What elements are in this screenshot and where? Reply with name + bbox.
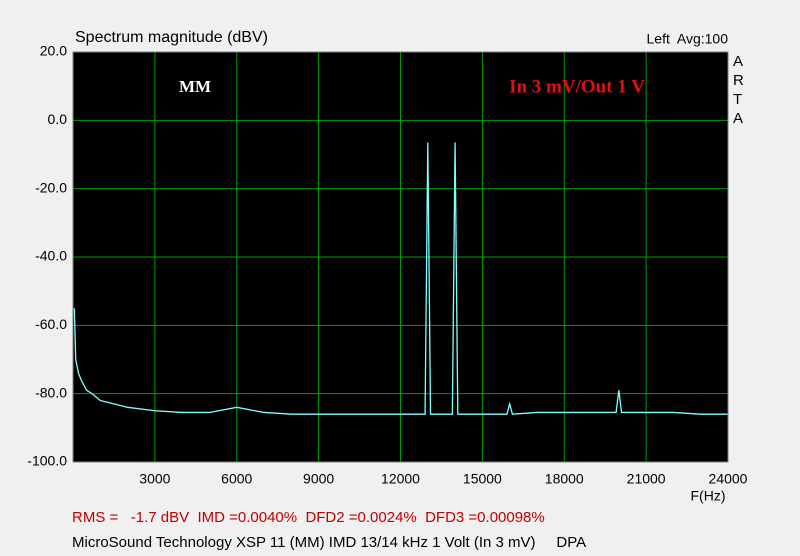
x-tick-label: 6000: [221, 471, 252, 487]
y-tick-label: -40.0: [35, 248, 67, 264]
x-tick-label: 15000: [463, 471, 502, 487]
y-tick-label: -20.0: [35, 179, 67, 195]
y-tick-label: -60.0: [35, 316, 67, 332]
plot-frame: [72, 51, 729, 463]
y-tick-label: -100.0: [27, 453, 67, 469]
chart-subtitle: Left Avg:100: [647, 31, 729, 47]
y-tick-label: 20.0: [40, 43, 67, 59]
x-tick-label: 3000: [139, 471, 170, 487]
footer-text: MicroSound Technology XSP 11 (MM) IMD 13…: [72, 534, 586, 551]
y-tick-label: -80.0: [35, 384, 67, 400]
footer-text: RMS = -1.7 dBV IMD =0.0040% DFD2 =0.0024…: [72, 509, 545, 526]
x-axis-label: F(Hz): [691, 488, 726, 504]
spectrum-line: [73, 142, 728, 415]
x-tick-label: 12000: [381, 471, 420, 487]
x-tick-label: 18000: [545, 471, 584, 487]
x-tick-label: 9000: [303, 471, 334, 487]
annotation: MM: [179, 77, 211, 96]
side-label: ARTA: [733, 53, 744, 127]
x-tick-label: 21000: [627, 471, 666, 487]
annotation: In 3 mV/Out 1 V: [509, 76, 645, 97]
x-tick-label: 24000: [709, 471, 748, 487]
chart-title: Spectrum magnitude (dBV): [75, 29, 268, 46]
y-tick-label: 0.0: [48, 111, 68, 127]
